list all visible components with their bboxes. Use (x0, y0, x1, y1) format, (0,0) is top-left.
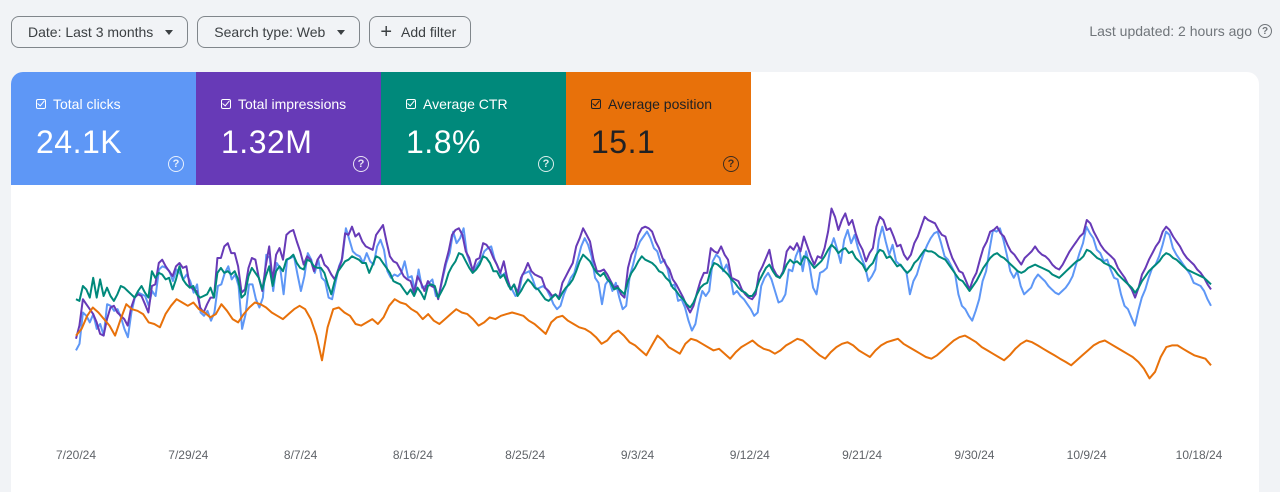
metric-value: 24.1K (36, 124, 123, 160)
search-type-filter-label: Search type: Web (214, 24, 326, 40)
metric-label: Average CTR (406, 96, 566, 112)
add-filter-button[interactable]: + Add filter (369, 16, 472, 48)
x-axis-tick-label: 9/12/24 (730, 448, 770, 462)
x-axis-tick-label: 8/25/24 (505, 448, 545, 462)
metric-card-average-ctr[interactable]: Average CTR 1.8%? (381, 72, 566, 185)
date-filter-chip[interactable]: Date: Last 3 months (11, 16, 189, 48)
metric-label: Total clicks (36, 96, 196, 112)
x-axis-tick-label: 7/20/24 (56, 448, 96, 462)
dropdown-caret-icon (337, 29, 346, 35)
performance-chart: 7/20/24 7/29/24 8/7/24 8/16/24 8/25/24 9/3/24… (56, 207, 1223, 462)
performance-panel: Total clicks 24.1K? Total impressions 1.32M… (11, 72, 1259, 492)
x-axis-tick-label: 10/9/24 (1067, 448, 1107, 462)
help-icon[interactable]: ? (168, 156, 184, 172)
help-icon[interactable]: ? (538, 156, 554, 172)
metric-value: 15.1 (591, 124, 656, 160)
help-icon[interactable]: ? (353, 156, 369, 172)
x-axis-tick-label: 8/16/24 (393, 448, 433, 462)
metric-card-average-position[interactable]: Average position 15.1? (566, 72, 751, 185)
x-axis-tick-label: 9/30/24 (954, 448, 994, 462)
dropdown-caret-icon (165, 29, 174, 35)
series-line-total-impressions (75, 207, 1212, 340)
metric-label-text: Average position (608, 96, 713, 112)
metric-label-text: Total impressions (238, 96, 347, 112)
checkbox-icon[interactable] (591, 99, 601, 109)
series-line-average-ctr (75, 243, 1212, 309)
metric-value: 1.32M (221, 124, 313, 160)
help-icon[interactable]: ? (1258, 24, 1272, 38)
checkbox-icon[interactable] (221, 99, 231, 109)
help-icon[interactable]: ? (723, 156, 739, 172)
filter-bar: Date: Last 3 months Search type: Web + A… (11, 16, 472, 48)
x-axis-tick-label: 9/21/24 (842, 448, 882, 462)
checkbox-icon[interactable] (36, 99, 46, 109)
add-filter-label: Add filter (401, 24, 457, 40)
series-line-average-position (75, 298, 1212, 380)
checkbox-icon[interactable] (406, 99, 416, 109)
x-axis-tick-label: 8/7/24 (284, 448, 318, 462)
last-updated-text: Last updated: 2 hours ago (1089, 23, 1252, 39)
x-axis-tick-label: 9/3/24 (621, 448, 655, 462)
date-filter-label: Date: Last 3 months (28, 24, 154, 40)
x-axis-tick-label: 7/29/24 (168, 448, 208, 462)
metric-card-total-clicks[interactable]: Total clicks 24.1K? (11, 72, 196, 185)
metric-label-text: Average CTR (423, 96, 508, 112)
metric-label: Total impressions (221, 96, 381, 112)
search-type-filter-chip[interactable]: Search type: Web (197, 16, 361, 48)
last-updated: Last updated: 2 hours ago ? (1089, 23, 1272, 39)
metric-card-total-impressions[interactable]: Total impressions 1.32M? (196, 72, 381, 185)
metric-cards: Total clicks 24.1K? Total impressions 1.32M… (11, 72, 751, 185)
metric-label-text: Total clicks (53, 96, 121, 112)
plus-icon: + (380, 21, 393, 43)
metric-label: Average position (591, 96, 751, 112)
x-axis-tick-label: 10/18/24 (1176, 448, 1223, 462)
metric-value: 1.8% (406, 124, 481, 160)
